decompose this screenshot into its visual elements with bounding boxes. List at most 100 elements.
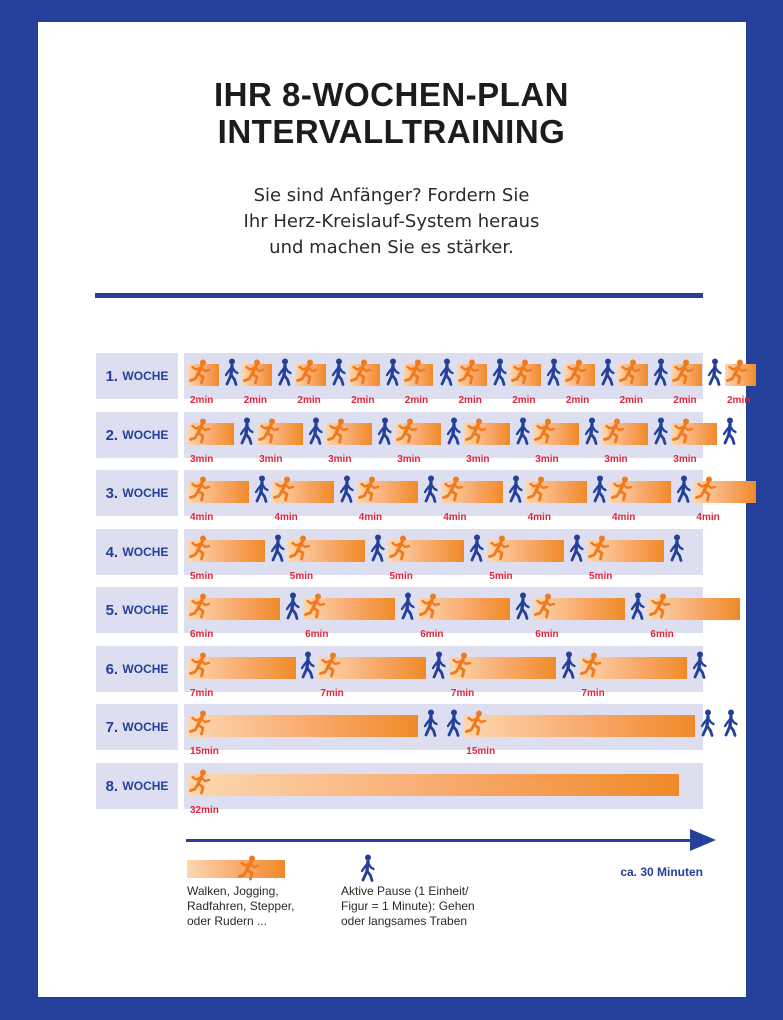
- runner-icon: [465, 418, 487, 449]
- runner-icon: [189, 418, 211, 449]
- interval-duration: 3min: [190, 454, 214, 465]
- runner-icon: [388, 535, 411, 566]
- legend-runner-icon: [238, 855, 260, 886]
- walker-icon: [337, 475, 355, 508]
- walker-icon: [674, 475, 692, 508]
- runner-icon: [350, 359, 372, 390]
- week-number: 1.: [105, 367, 119, 385]
- runner-icon: [511, 359, 533, 390]
- time-axis-label: ca. 30 Minuten: [620, 865, 703, 879]
- week-label: 7. WOCHE: [96, 704, 178, 750]
- interval-duration: 3min: [328, 454, 352, 465]
- runner-icon: [189, 769, 211, 800]
- interval-duration: 2min: [458, 395, 482, 406]
- legend-active-line-3: oder Rudern ...: [187, 914, 268, 928]
- week-number: 6.: [105, 660, 119, 678]
- legend-active-text: Walken, Jogging, Radfahren, Stepper, ode…: [187, 884, 294, 929]
- walker-icon: [275, 358, 293, 391]
- walker-icon: [513, 417, 531, 450]
- runner-icon: [189, 476, 211, 507]
- interval-duration: 2min: [351, 395, 375, 406]
- interval-duration: 6min: [305, 629, 329, 640]
- title-line-1: IHR 8-WOCHEN-PLAN: [214, 76, 569, 113]
- title-line-2: INTERVALLTRAINING: [217, 113, 566, 150]
- active-interval-bar: [188, 715, 419, 737]
- runner-icon: [618, 359, 641, 390]
- walker-icon: [222, 358, 240, 391]
- walker-icon: [490, 358, 508, 391]
- walker-icon: [444, 709, 462, 742]
- runner-icon: [534, 593, 556, 624]
- walker-icon: [628, 592, 646, 625]
- interval-duration: 7min: [450, 688, 475, 699]
- interval-duration: 3min: [466, 454, 490, 465]
- week-label: 3. WOCHE: [96, 470, 178, 516]
- runner-icon: [695, 476, 717, 507]
- interval-duration: 5min: [389, 571, 413, 582]
- walker-icon: [559, 651, 577, 684]
- week-label: 6. WOCHE: [96, 646, 178, 692]
- interval-duration: 6min: [420, 629, 444, 640]
- interval-duration: 2min: [565, 395, 590, 406]
- week-word: WOCHE: [119, 545, 169, 559]
- interval-duration: 6min: [190, 629, 214, 640]
- runner-icon: [726, 359, 748, 390]
- runner-icon: [189, 359, 211, 390]
- week-word: WOCHE: [119, 779, 169, 793]
- interval-duration: 4min: [443, 512, 467, 523]
- walker-icon: [513, 592, 531, 625]
- runner-icon: [288, 535, 311, 566]
- interval-duration: 2min: [512, 395, 536, 406]
- runner-icon: [273, 476, 295, 507]
- walker-icon: [467, 534, 485, 567]
- walker-icon: [690, 651, 708, 684]
- interval-duration: 5min: [489, 571, 513, 582]
- subtitle-line-2: Ihr Herz-Kreislauf-System heraus: [243, 211, 540, 232]
- runner-icon: [189, 710, 211, 741]
- week-number: 8.: [105, 777, 119, 795]
- week-label: 1. WOCHE: [96, 353, 178, 399]
- time-axis: [186, 839, 691, 842]
- runner-icon: [296, 359, 318, 390]
- walker-icon: [651, 358, 669, 391]
- legend-walker-icon: [358, 854, 376, 887]
- walker-icon: [252, 475, 270, 508]
- interval-duration: 7min: [581, 688, 605, 699]
- walker-icon: [698, 709, 716, 742]
- walker-icon: [744, 592, 762, 625]
- runner-icon: [319, 652, 341, 683]
- walker-icon: [651, 417, 669, 450]
- active-interval-bar: [464, 715, 695, 737]
- walker-icon: [598, 358, 616, 391]
- walker-icon: [437, 358, 455, 391]
- interval-duration: 2min: [404, 395, 429, 406]
- legend-pause-line-1: Aktive Pause (1 Einheit/: [341, 884, 469, 898]
- active-interval-bar: [579, 657, 687, 679]
- walker-icon: [667, 534, 685, 567]
- runner-icon: [442, 476, 464, 507]
- runner-icon: [564, 359, 587, 390]
- walker-icon: [567, 534, 585, 567]
- week-number: 4.: [105, 543, 119, 561]
- active-interval-bar: [303, 598, 396, 620]
- interval-duration: 3min: [259, 454, 283, 465]
- runner-icon: [189, 593, 211, 624]
- walker-icon: [720, 417, 738, 450]
- walker-icon: [582, 417, 600, 450]
- active-interval-bar: [318, 657, 426, 679]
- interval-duration: 4min: [527, 512, 551, 523]
- walker-icon: [268, 534, 286, 567]
- runner-icon: [304, 593, 326, 624]
- runner-icon: [457, 359, 480, 390]
- interval-duration: 3min: [604, 454, 628, 465]
- walker-icon: [705, 358, 723, 391]
- runner-icon: [649, 593, 671, 624]
- interval-duration: 7min: [320, 688, 344, 699]
- walker-icon: [429, 651, 447, 684]
- active-interval-bar: [188, 774, 680, 796]
- week-word: WOCHE: [119, 428, 169, 442]
- week-label: 2. WOCHE: [96, 412, 178, 458]
- runner-icon: [396, 418, 418, 449]
- runner-icon: [258, 418, 280, 449]
- runner-icon: [603, 418, 625, 449]
